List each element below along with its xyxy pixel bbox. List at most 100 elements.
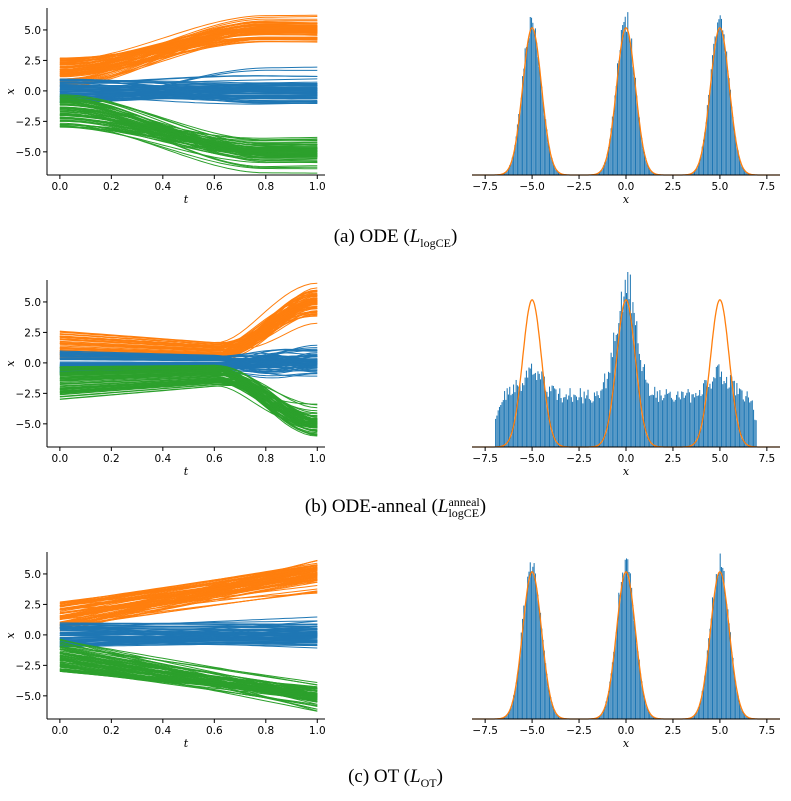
trajectory-line <box>59 365 318 427</box>
histogram-bar <box>629 274 631 447</box>
histogram-bar <box>628 299 630 447</box>
histogram-bar <box>591 402 593 447</box>
histogram-bar <box>559 172 561 175</box>
x-tick-label: 7.5 <box>759 725 776 737</box>
histogram-bar <box>636 321 638 447</box>
trajectory-line <box>59 126 318 164</box>
trajectory-line <box>59 29 318 77</box>
histogram-bar <box>738 700 740 719</box>
histogram-bar <box>717 577 719 719</box>
trajectory-line <box>59 355 318 363</box>
histogram-bar <box>546 129 548 175</box>
histogram-bar <box>746 391 748 447</box>
histogram-bar <box>631 587 633 719</box>
histogram-bar <box>741 390 743 447</box>
histogram-bar <box>700 155 702 175</box>
trajectory-line <box>59 78 318 100</box>
histogram-bar <box>745 396 747 447</box>
caption-sub: OT <box>420 775 437 790</box>
row-c: 0.0 0.2 0.4 0.6 0.8 1.0 5.0 2.5 0.0 −2.5 −5.0 t x −7… <box>0 544 791 801</box>
y-tick-label: 0.0 <box>24 630 41 642</box>
histogram-bar <box>609 138 611 175</box>
histogram-bar <box>525 597 527 719</box>
histogram-bar <box>596 391 598 447</box>
histogram-bar <box>529 17 531 175</box>
histogram-bar <box>518 386 520 447</box>
x-tick-label: 0.0 <box>52 453 69 465</box>
histogram-bar <box>519 109 521 175</box>
histogram-bar <box>527 576 529 719</box>
y-tick-label: 5.0 <box>24 569 41 581</box>
histogram-bar <box>724 53 726 175</box>
histogram-bar <box>658 401 660 447</box>
trajectory-line <box>59 89 318 93</box>
histogram-bar <box>554 710 556 719</box>
histogram-bar <box>660 395 662 447</box>
histogram-bar <box>613 651 615 719</box>
histogram-bar <box>683 397 685 447</box>
histogram-bar <box>614 95 616 175</box>
histogram-bar <box>728 78 730 175</box>
histogram-bar <box>641 681 643 719</box>
histogram-bar <box>593 392 595 447</box>
histogram-bar <box>641 138 643 175</box>
histogram-bar <box>638 117 640 175</box>
histogram-bar <box>624 16 626 175</box>
histogram-bar <box>573 394 575 447</box>
histogram-bar <box>726 604 728 719</box>
histogram-bar <box>719 15 721 176</box>
x-tick-label: 0.2 <box>103 453 120 465</box>
histogram-bar <box>542 374 544 447</box>
histogram-bar <box>524 48 526 175</box>
caption-c: (c) OT (LOT) <box>0 766 791 791</box>
histogram-bar <box>715 38 717 175</box>
histogram-bar <box>582 403 584 447</box>
trajectory-line <box>59 357 318 369</box>
histogram-bar <box>505 715 507 719</box>
histogram-bar <box>714 36 716 175</box>
histogram-bar <box>645 158 647 175</box>
histogram-bar <box>615 632 617 719</box>
histogram-bar <box>747 173 749 175</box>
histogram-bar <box>724 383 726 447</box>
histogram-bar <box>646 706 648 719</box>
histogram-bar <box>622 311 624 447</box>
histogram-bar <box>642 366 644 447</box>
histogram-bar <box>699 704 701 719</box>
histogram-bar <box>604 373 606 447</box>
histogram-bar <box>605 388 607 447</box>
trajectory-line <box>59 564 318 619</box>
histogram-bar <box>559 716 561 719</box>
histogram-bar <box>510 705 512 719</box>
x-tick-label: 0.6 <box>206 181 223 193</box>
trajectory-plot: 0.0 0.2 0.4 0.6 0.8 1.0 5.0 2.5 0.0 −2.5 −5.0 t x <box>4 280 326 478</box>
trajectory-line <box>59 125 318 170</box>
histogram-bar <box>527 44 529 175</box>
histogram-bar <box>516 124 518 175</box>
histogram-bar <box>610 352 612 447</box>
histogram-bar <box>637 110 639 175</box>
trajectory-line <box>59 306 318 356</box>
trajectory-line <box>59 353 318 363</box>
histogram-bar <box>555 713 557 719</box>
x-tick-label: 5.0 <box>712 725 729 737</box>
histogram-bar <box>588 398 590 447</box>
histogram-bar <box>532 566 534 719</box>
trajectory-line <box>59 282 318 344</box>
histogram-bar <box>650 395 652 447</box>
histogram-bar <box>556 399 558 447</box>
histogram-bar <box>540 612 542 719</box>
histogram-bar <box>619 310 621 447</box>
trajectory-line <box>59 124 318 155</box>
trajectory-line <box>59 20 318 80</box>
series-1 <box>59 66 318 105</box>
histogram-bar <box>611 357 613 447</box>
histogram-bar <box>708 386 710 447</box>
histogram-bar <box>720 567 722 719</box>
histogram-bar <box>713 377 715 447</box>
histogram-bar <box>715 574 717 719</box>
histogram-bar <box>531 17 533 176</box>
histogram-bar <box>615 334 617 447</box>
histogram-bar <box>519 654 521 719</box>
histogram-bar <box>733 380 735 447</box>
